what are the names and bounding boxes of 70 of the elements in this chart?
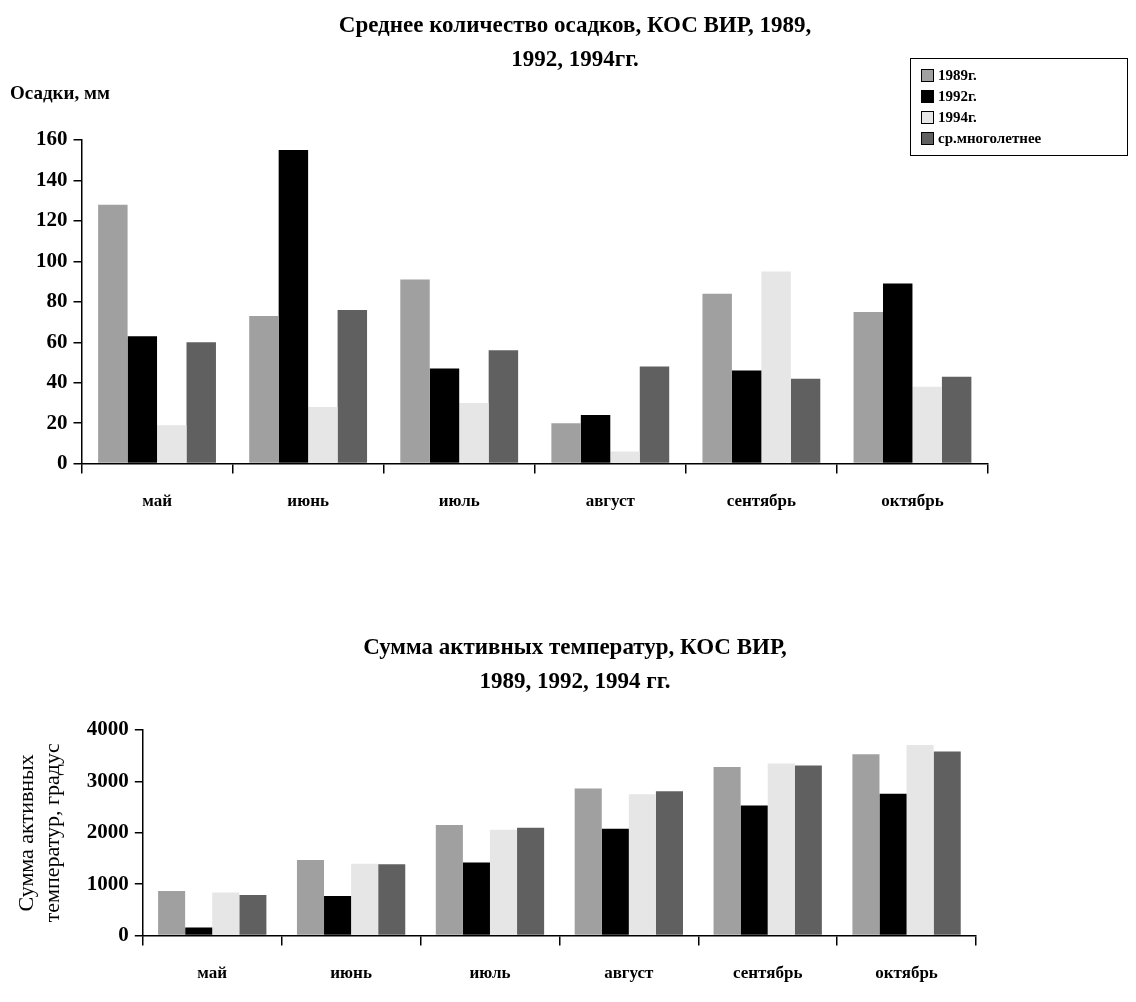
bar <box>517 827 545 935</box>
bar <box>853 311 883 463</box>
bar <box>296 860 325 935</box>
x-tick-label: июль <box>438 491 480 511</box>
bar <box>351 863 379 935</box>
bar <box>906 744 934 935</box>
bar <box>459 402 489 463</box>
legend-label: 1992г. <box>938 88 977 105</box>
x-tick-label: май <box>197 963 228 983</box>
bar <box>794 765 822 935</box>
bar <box>933 751 961 935</box>
bar <box>574 788 602 935</box>
bar <box>435 825 463 935</box>
x-tick-label: август <box>604 963 655 983</box>
chart-title: Сумма активных температур, КОС ВИР, 1989, 1992, 1994 гг. <box>362 633 788 695</box>
legend-label: ср.многолетнее <box>938 130 1042 147</box>
bar <box>912 386 942 463</box>
bar <box>98 204 128 463</box>
bar <box>639 366 670 463</box>
y-tick-label: 40 <box>46 369 68 394</box>
bar <box>249 315 279 463</box>
y-tick-label: 3000 <box>86 767 129 792</box>
legend-label: 1989г. <box>938 67 977 84</box>
bar <box>489 829 518 935</box>
y-tick-label: 80 <box>46 288 68 313</box>
bar <box>610 451 640 463</box>
y-tick-label: 2000 <box>86 819 129 844</box>
bar <box>488 350 519 463</box>
y-tick-label: 160 <box>36 126 68 151</box>
y-tick-label: 1000 <box>86 870 129 895</box>
bar <box>628 794 656 935</box>
bar <box>239 894 267 935</box>
x-tick-label: июль <box>469 963 511 983</box>
x-tick-label: сентябрь <box>733 963 803 983</box>
bar <box>157 425 187 463</box>
bar <box>308 406 338 463</box>
x-tick-label: октябрь <box>875 963 938 983</box>
x-tick-label: октябрь <box>881 491 944 511</box>
legend-label: 1994г. <box>938 109 977 126</box>
bar <box>158 890 186 935</box>
bar <box>761 271 791 463</box>
bar <box>337 309 368 463</box>
bar <box>713 767 741 935</box>
bar <box>852 754 880 935</box>
bar <box>551 423 581 463</box>
y-axis-title: Осадки, мм <box>10 82 110 104</box>
x-tick-label: июнь <box>330 963 372 983</box>
y-tick-label: 60 <box>46 328 68 353</box>
x-tick-label: июнь <box>287 491 329 511</box>
chart-title: Среднее количество осадков, КОС ВИР, 1989, 1992, 1994гг. <box>337 11 813 73</box>
y-tick-label: 20 <box>46 409 68 434</box>
x-tick-label: сентябрь <box>726 491 797 511</box>
y-axis-title: Сумма активных температур, градус <box>12 743 65 923</box>
y-tick-label: 0 <box>118 922 129 947</box>
bar <box>767 763 795 935</box>
y-tick-label: 4000 <box>86 716 129 741</box>
bar <box>941 376 972 463</box>
bar <box>212 892 240 935</box>
bar <box>378 864 406 935</box>
x-tick-label: май <box>142 491 173 511</box>
y-tick-label: 100 <box>36 247 68 272</box>
x-tick-label: август <box>585 491 636 511</box>
bar <box>655 791 683 935</box>
y-tick-label: 140 <box>36 166 68 191</box>
bar <box>186 342 216 463</box>
bar <box>790 378 821 463</box>
bar <box>702 293 732 463</box>
y-tick-label: 0 <box>57 450 68 475</box>
y-tick-label: 120 <box>36 207 68 232</box>
bar <box>400 279 430 463</box>
